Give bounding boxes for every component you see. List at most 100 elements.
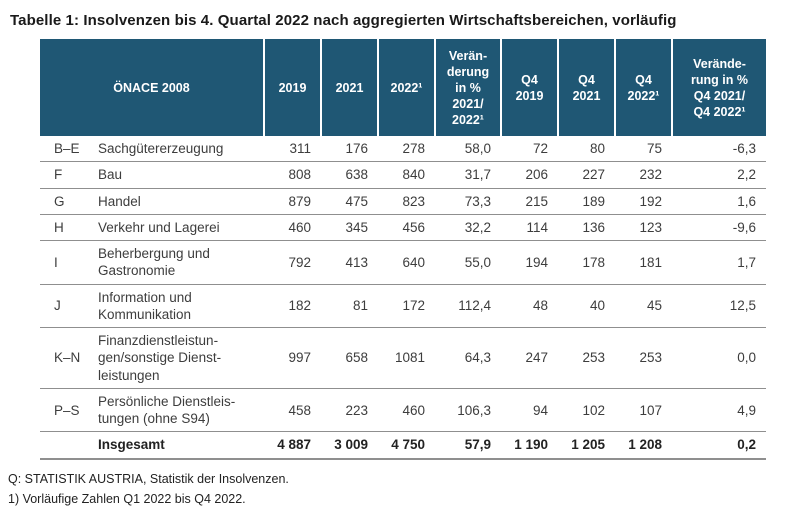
sector-name: Beherbergung und Gastronomie [96, 240, 264, 285]
sector-code [40, 431, 96, 460]
value-cell: 1 205 [558, 431, 615, 460]
footnote-1: 1) Vorläufige Zahlen Q1 2022 bis Q4 2022… [8, 491, 246, 506]
value-cell: 4,9 [672, 388, 766, 433]
table-row: I Beherbergung und Gastronomie 792 413 640 55… [40, 240, 766, 285]
value-cell: 458 [264, 388, 321, 433]
value-cell: 253 [615, 327, 672, 389]
value-cell: 823 [378, 188, 435, 215]
sector-code: F [40, 161, 96, 189]
value-cell: 223 [321, 388, 378, 433]
value-cell: 4 750 [378, 431, 435, 460]
sector-code: P–S [40, 388, 96, 433]
value-cell: 311 [264, 136, 321, 163]
value-cell: 1 208 [615, 431, 672, 460]
value-cell: 73,3 [435, 188, 501, 215]
value-cell: 658 [321, 327, 378, 389]
sector-name: Insgesamt [96, 431, 264, 460]
value-cell: 215 [501, 188, 558, 215]
value-cell: -6,3 [672, 136, 766, 163]
value-cell: 0,0 [672, 327, 766, 389]
table-row: H Verkehr und Lagerei 460 345 456 32,2 114 136 1… [40, 214, 766, 242]
value-cell: 32,2 [435, 214, 501, 242]
value-cell: -9,6 [672, 214, 766, 242]
value-cell: 107 [615, 388, 672, 433]
value-cell: 227 [558, 161, 615, 189]
value-cell: 640 [378, 240, 435, 285]
value-cell: 189 [558, 188, 615, 215]
value-cell: 136 [558, 214, 615, 242]
value-cell: 114 [501, 214, 558, 242]
value-cell: 48 [501, 284, 558, 329]
value-cell: 75 [615, 136, 672, 163]
table-body: B–E Sachgütererzeugung 311 176 278 58,0 72 80 75… [40, 136, 766, 460]
value-cell: 172 [378, 284, 435, 329]
header-cell-q4-2021: Q4 2021 [557, 39, 615, 136]
value-cell: 194 [501, 240, 558, 285]
header-cell-change-percent: Verän- derung in % 2021/ 2022¹ [434, 39, 501, 136]
value-cell: 182 [264, 284, 321, 329]
value-cell: 1,7 [672, 240, 766, 285]
value-cell: 879 [264, 188, 321, 215]
value-cell: 192 [615, 188, 672, 215]
sector-code: B–E [40, 136, 96, 163]
table-row: B–E Sachgütererzeugung 311 176 278 58,0 72 80 75… [40, 136, 766, 163]
sector-code: K–N [40, 327, 96, 389]
value-cell: 1081 [378, 327, 435, 389]
sector-name: Finanzdienstleistun- gen/sonstige Dienst… [96, 327, 264, 389]
table-row: P–S Persönliche Dienstleis- tungen (ohne … [40, 388, 766, 433]
value-cell: 808 [264, 161, 321, 189]
value-cell: 247 [501, 327, 558, 389]
value-cell: 176 [321, 136, 378, 163]
table-row: F Bau 808 638 840 31,7 206 227 232 2,2 [40, 161, 766, 189]
table-row: J Information und Kommunikation 182 81 172 11… [40, 284, 766, 329]
value-cell: 64,3 [435, 327, 501, 389]
sector-code: G [40, 188, 96, 215]
source-note: Q: STATISTIK AUSTRIA, Statistik der Inso… [8, 471, 289, 486]
table-header: ÖNACE 2008 2019 2021 2022¹ Verän- derung… [40, 39, 766, 136]
sector-name: Persönliche Dienstleis- tungen (ohne S94… [96, 388, 264, 433]
value-cell: 460 [378, 388, 435, 433]
value-cell: 58,0 [435, 136, 501, 163]
header-cell-q4-2019: Q4 2019 [500, 39, 558, 136]
value-cell: 638 [321, 161, 378, 189]
value-cell: 4 887 [264, 431, 321, 460]
table-title: Tabelle 1: Insolvenzen bis 4. Quartal 20… [10, 12, 677, 29]
value-cell: 80 [558, 136, 615, 163]
value-cell: 102 [558, 388, 615, 433]
value-cell: 57,9 [435, 431, 501, 460]
value-cell: 0,2 [672, 431, 766, 460]
header-cell-2021: 2021 [320, 39, 378, 136]
value-cell: 232 [615, 161, 672, 189]
total-row: Insgesamt 4 887 3 009 4 750 57,9 1 190 1 205 1 … [40, 431, 766, 460]
sector-code: I [40, 240, 96, 285]
value-cell: 253 [558, 327, 615, 389]
value-cell: 792 [264, 240, 321, 285]
value-cell: 413 [321, 240, 378, 285]
header-cell-q4-2022: Q4 2022¹ [614, 39, 672, 136]
sector-name: Handel [96, 188, 264, 215]
value-cell: 112,4 [435, 284, 501, 329]
header-cell-2022: 2022¹ [377, 39, 435, 136]
sector-code: J [40, 284, 96, 329]
value-cell: 206 [501, 161, 558, 189]
value-cell: 1 190 [501, 431, 558, 460]
value-cell: 2,2 [672, 161, 766, 189]
value-cell: 81 [321, 284, 378, 329]
sector-name: Bau [96, 161, 264, 189]
value-cell: 123 [615, 214, 672, 242]
value-cell: 3 009 [321, 431, 378, 460]
value-cell: 475 [321, 188, 378, 215]
value-cell: 840 [378, 161, 435, 189]
value-cell: 1,6 [672, 188, 766, 215]
table-row: K–N Finanzdienstleistun- gen/sonstige Die… [40, 327, 766, 389]
header-row: ÖNACE 2008 2019 2021 2022¹ Verän- derung… [40, 39, 766, 136]
sector-name: Sachgütererzeugung [96, 136, 264, 163]
insolvency-table: ÖNACE 2008 2019 2021 2022¹ Verän- derung… [40, 39, 766, 460]
sector-code: H [40, 214, 96, 242]
value-cell: 12,5 [672, 284, 766, 329]
value-cell: 460 [264, 214, 321, 242]
header-cell-q4-change-percent: Verände- rung in % Q4 2021/ Q4 2022¹ [671, 39, 766, 136]
value-cell: 40 [558, 284, 615, 329]
value-cell: 997 [264, 327, 321, 389]
